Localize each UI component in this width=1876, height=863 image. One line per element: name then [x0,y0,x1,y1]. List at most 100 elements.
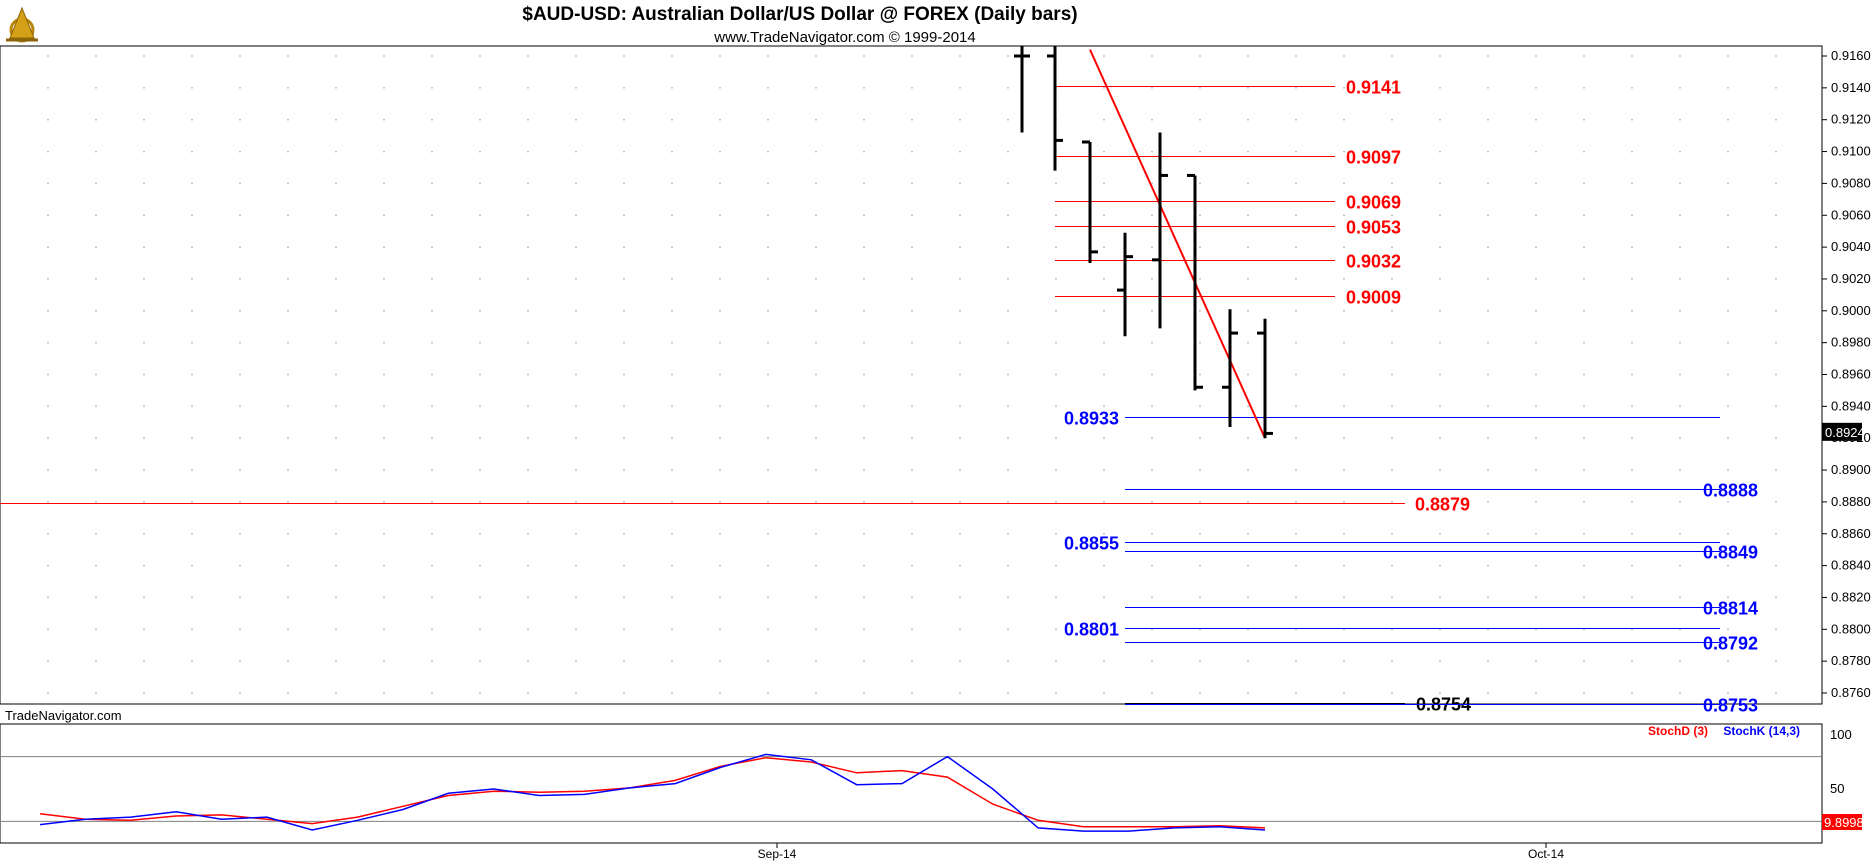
grid-dot [239,628,241,631]
grid-dot [1247,405,1249,408]
grid-dot [191,596,193,599]
grid-dot [863,373,865,376]
grid-dot [1295,150,1297,153]
grid-dot [1103,309,1105,312]
grid-dot [1247,596,1249,599]
grid-dot [1775,469,1777,471]
level-label: 0.8814 [1703,599,1758,619]
grid-dot [623,55,625,57]
grid-dot [383,309,385,312]
grid-dot [527,501,529,503]
grid-dot [1727,182,1729,185]
grid-dot [1295,373,1297,376]
grid-dot [1535,469,1537,471]
grid-dot [1295,246,1297,249]
grid-dot [815,564,817,567]
grid-dot [1679,373,1681,376]
grid-dot [1487,564,1489,567]
grid-dot [1007,278,1009,280]
grid-dot [1631,692,1633,694]
grid-dot [719,501,721,503]
grid-dot [527,214,529,217]
indicator-panel: 100 50 9.8998 StochD (3) StochK (14,3) [0,723,1864,844]
grid-dot [959,564,961,567]
grid-dot [1487,469,1489,471]
grid-dot [1775,532,1777,535]
price-axis-label: 0.8800 [1831,621,1871,636]
grid-dot [1343,405,1345,408]
grid-dot [1343,86,1345,89]
grid-dot [1199,469,1201,471]
grid-dot [767,246,769,249]
grid-dot [1631,596,1633,599]
grid-dot [623,373,625,376]
grid-dot [1055,564,1057,567]
grid-dot [1487,437,1489,440]
grid-dot [383,469,385,471]
grid-dot [1247,341,1249,344]
grid-dot [527,532,529,535]
grid-dot [1775,341,1777,344]
grid-dot [1007,596,1009,599]
grid-dot [1199,182,1201,185]
grid-dot [1343,182,1345,185]
grid-dot [863,182,865,185]
grid-dot [95,150,97,153]
grid-dot [1535,437,1537,440]
grid-dot [1679,86,1681,89]
grid-dot [911,660,913,662]
grid-dot [863,692,865,694]
grid-dot [1775,182,1777,185]
grid-dot [1487,532,1489,535]
grid-dot [719,341,721,344]
grid-dot [1775,692,1777,694]
grid-dot [1391,150,1393,153]
grid-dot [1775,564,1777,567]
grid-dot [335,182,337,185]
grid-dot [335,278,337,280]
grid-dot [815,341,817,344]
price-axis-label: 0.9100 [1831,144,1871,159]
grid-dot [1775,437,1777,440]
grid-dot [479,437,481,440]
grid-dot [959,628,961,631]
grid-dot [767,469,769,471]
grid-dot [575,246,577,249]
grid-dot [959,246,961,249]
grid-dot [335,437,337,440]
grid-dot [1151,214,1153,217]
grid-dot [1583,118,1585,121]
grid-dot [143,278,145,280]
grid-dot [1727,596,1729,599]
grid-dot [1103,628,1105,631]
grid-dot [47,532,49,535]
grid-dot [767,501,769,503]
grid-dot [143,564,145,567]
grid-dot [479,564,481,567]
grid-dot [383,532,385,535]
grid-dot [1295,182,1297,185]
price-axis-label: 0.9040 [1831,239,1871,254]
grid-dot [1631,437,1633,440]
grid-dot [527,405,529,408]
grid-dot [1391,501,1393,503]
price-levels: 0.9141 0.9097 0.9069 0.9053 0.9032 0.9009 0.89… [0,78,1758,716]
grid-dot [1535,373,1537,376]
grid-dot [1583,150,1585,153]
grid-dot [383,246,385,249]
grid-dot [239,214,241,217]
grid-dot [1487,341,1489,344]
grid-dot [335,55,337,57]
price-axis-label: 0.8960 [1831,367,1871,382]
grid-dot [1295,118,1297,121]
grid-dot [143,628,145,631]
grid-dot [47,405,49,408]
grid-dot [479,660,481,662]
grid-dot [239,373,241,376]
grid-dot [1679,150,1681,153]
grid-dot [1103,86,1105,89]
grid-dot [1295,278,1297,280]
grid-dot [1247,660,1249,662]
price-axis-label: 0.9060 [1831,207,1871,222]
grid-dot [719,278,721,280]
